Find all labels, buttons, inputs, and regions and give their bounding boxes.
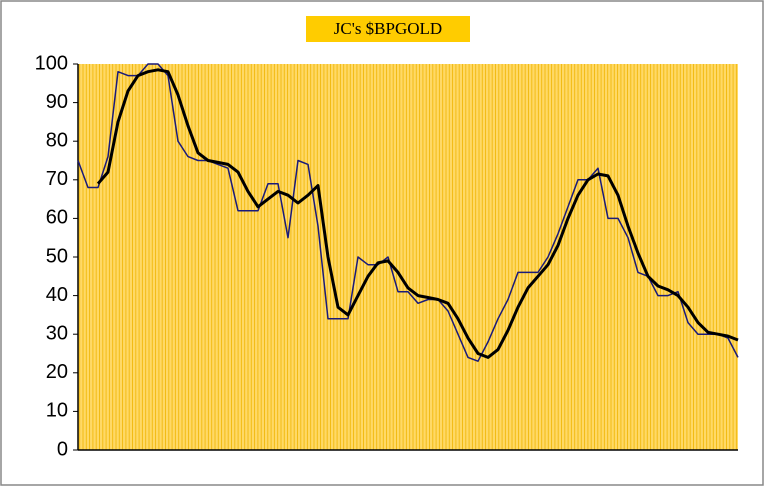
series-line (96, 68, 739, 359)
chart-title: JC's $BPGOLD (334, 19, 442, 38)
y-tick-label: 100 (35, 52, 68, 74)
y-tick-label: 20 (46, 361, 68, 383)
y-tick-label: 40 (46, 284, 68, 306)
y-tick-label: 0 (57, 438, 68, 460)
series-line (77, 63, 739, 362)
y-tick-label: 50 (46, 245, 68, 267)
y-tick-label: 10 (46, 400, 68, 422)
title-box (306, 16, 470, 42)
y-tick-label: 80 (46, 129, 68, 151)
y-tick-label: 70 (46, 168, 68, 190)
y-tick-label: 90 (46, 91, 68, 113)
y-tick-label: 30 (46, 322, 68, 344)
y-tick-label: 60 (46, 207, 68, 229)
